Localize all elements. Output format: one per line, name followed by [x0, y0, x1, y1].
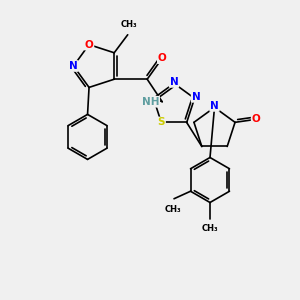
Text: CH₃: CH₃ — [202, 224, 218, 233]
Text: O: O — [85, 40, 93, 50]
Text: S: S — [158, 118, 165, 128]
Text: N: N — [192, 92, 200, 102]
Text: N: N — [169, 77, 178, 87]
Text: N: N — [69, 61, 78, 71]
Text: CH₃: CH₃ — [164, 205, 181, 214]
Text: NH: NH — [142, 97, 159, 107]
Text: O: O — [252, 114, 260, 124]
Text: CH₃: CH₃ — [121, 20, 137, 29]
Text: N: N — [210, 101, 219, 111]
Text: O: O — [158, 53, 167, 63]
